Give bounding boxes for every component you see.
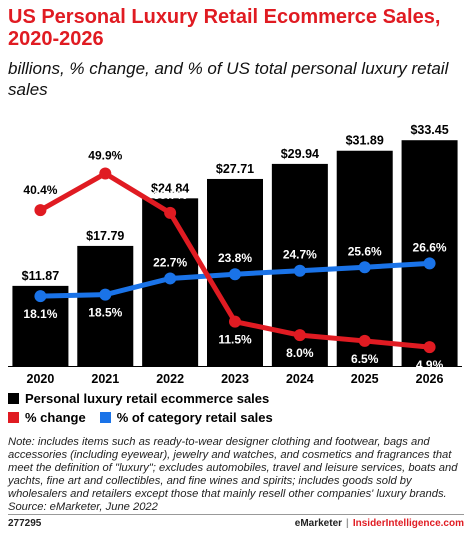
share-label-2023: 23.8%: [218, 251, 252, 265]
footer-brand: eMarketer | InsiderIntelligence.com: [295, 518, 464, 529]
bar-2026: [401, 140, 458, 366]
share-point-2025: [358, 261, 371, 274]
share-label-2020: 18.1%: [23, 307, 57, 321]
legend-label-share: % of category retail sales: [116, 410, 273, 425]
change-label-2023: 11.5%: [218, 333, 252, 347]
x-tick-label-2026: 2026: [416, 372, 444, 386]
legend-label-change: % change: [25, 410, 86, 425]
chart-title: US Personal Luxury Retail Ecommerce Sale…: [8, 6, 441, 50]
change-label-2024: 8.0%: [286, 346, 314, 360]
legend-bars: Personal luxury retail ecommerce sales: [8, 391, 269, 406]
brand-separator: |: [346, 518, 349, 529]
share-label-2024: 24.7%: [283, 248, 317, 262]
x-tick-label-2024: 2024: [286, 372, 314, 386]
share-point-2023: [229, 268, 241, 281]
change-point-2026: [423, 341, 436, 354]
brand-emarketer: eMarketer: [294, 518, 343, 529]
bar-label-2026: $33.45: [410, 123, 448, 137]
share-point-2022: [164, 272, 177, 285]
bar-label-2020: $11.87: [22, 269, 60, 283]
source-text: Source: eMarketer, June 2022: [8, 501, 158, 513]
combo-chart: $11.87 $17.79 $24.84 $27.71 $29.94 $31.89 $33.…: [8, 123, 462, 386]
x-tick-label-2025: 2025: [351, 372, 379, 386]
legend-swatch-change: [8, 412, 19, 423]
change-label-2022: 39.7%: [153, 188, 187, 202]
change-point-2021: [99, 167, 112, 180]
bar-2025: [336, 150, 393, 366]
share-label-2022: 22.7%: [153, 255, 187, 269]
bar-label-2024: $29.94: [281, 147, 319, 161]
legend-lines: % change % of category retail sales: [8, 410, 273, 425]
bar-label-2025: $31.89: [346, 134, 384, 148]
share-point-2021: [99, 288, 112, 301]
change-point-2024: [293, 329, 306, 342]
change-point-2025: [358, 334, 371, 347]
bar-label-2021: $17.79: [86, 229, 124, 243]
change-point-2023: [229, 315, 241, 328]
brand-insider: InsiderIntelligence.com: [352, 518, 464, 529]
legend-swatch-bars: [8, 393, 19, 404]
legend-swatch-share: [99, 412, 111, 423]
share-label-2025: 25.6%: [348, 244, 382, 258]
share-point-2020: [34, 290, 47, 303]
chart-subtitle: billions, % change, and % of US total pe…: [8, 59, 449, 99]
change-label-2026: 4.9%: [416, 358, 444, 372]
share-point-2024: [293, 264, 306, 277]
x-tick-label-2021: 2021: [91, 372, 119, 386]
change-label-2020: 40.4%: [23, 183, 57, 197]
note-text: Note: includes items such as ready-to-we…: [8, 436, 458, 500]
chart-note: Note: includes items such as ready-to-we…: [8, 436, 464, 514]
change-point-2022: [164, 206, 177, 219]
legend-label-bars: Personal luxury retail ecommerce sales: [25, 391, 270, 406]
x-tick-label-2020: 2020: [27, 372, 55, 386]
x-tick-label-2023: 2023: [221, 372, 249, 386]
bar-label-2022: $24.84: [151, 181, 189, 195]
change-point-2020: [34, 204, 47, 217]
footer-divider: [8, 514, 464, 515]
bar-label-2023: $27.71: [216, 162, 254, 176]
share-label-2021: 18.5%: [88, 306, 122, 320]
change-label-2025: 6.5%: [351, 352, 379, 366]
chart-id: 277295: [8, 518, 42, 529]
bar-2021: [77, 245, 134, 366]
change-label-2021: 49.9%: [88, 149, 122, 163]
share-point-2026: [423, 257, 436, 270]
x-tick-label-2022: 2022: [156, 372, 184, 386]
share-label-2026: 26.6%: [413, 240, 447, 254]
